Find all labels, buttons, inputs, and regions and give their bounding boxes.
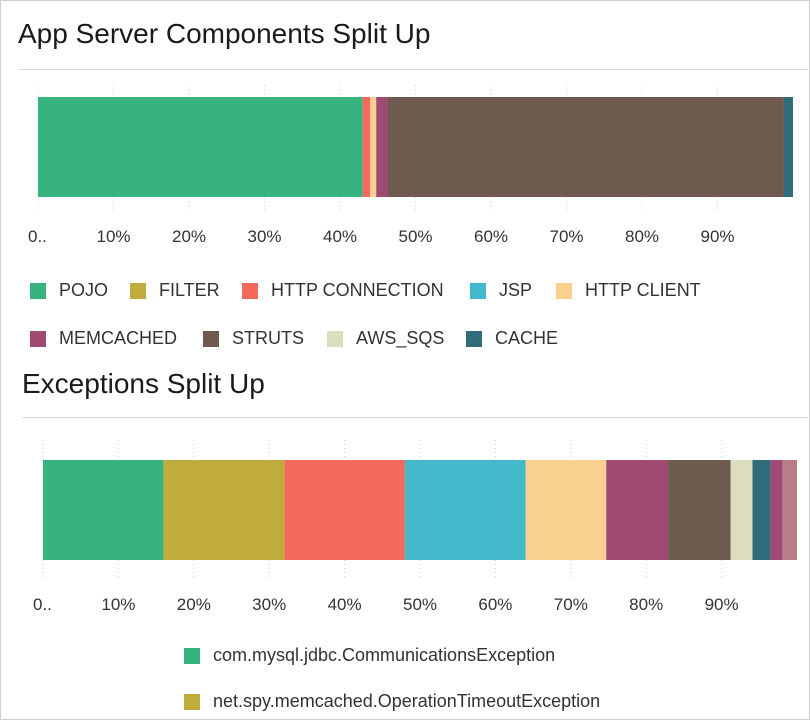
legend-swatch	[242, 282, 258, 299]
exceptions-title-divider	[22, 417, 808, 418]
legend-label: FILTER	[159, 280, 220, 300]
x-tick-label: 10%	[101, 595, 135, 614]
x-tick-label: 20%	[177, 595, 211, 614]
x-tick-label: 30%	[252, 595, 286, 614]
x-tick-label: 80%	[625, 227, 659, 246]
legend-swatch	[327, 330, 343, 347]
x-tick-label: 0..	[33, 595, 52, 614]
legend-label: HTTP CONNECTION	[271, 280, 444, 300]
legend-swatch	[30, 282, 46, 299]
bar-segment[interactable]	[770, 460, 783, 560]
legend-label: net.spy.memcached.OperationTimeoutExcept…	[213, 691, 601, 711]
x-tick-label: 70%	[554, 595, 588, 614]
x-tick-label: 90%	[705, 595, 739, 614]
bar-segment[interactable]	[387, 97, 784, 197]
x-tick-label: 50%	[403, 595, 437, 614]
legend-item[interactable]: JSP	[470, 280, 532, 301]
bar-segment[interactable]	[606, 460, 669, 560]
components-stacked-bar-chart: 0.. 10% 20% 30% 40% 50% 60% 70% 80% 90%	[28, 85, 793, 246]
exceptions-stacked-bar-chart: 0.. 10% 20% 30% 40% 50% 60% 70% 80% 90%	[33, 440, 797, 614]
legend-item[interactable]: HTTP CLIENT	[556, 280, 701, 301]
legend-swatch	[30, 330, 46, 347]
x-tick-label: 20%	[172, 227, 206, 246]
legend-label: HTTP CLIENT	[585, 280, 701, 300]
bar-segment[interactable]	[362, 97, 371, 197]
bar-segment[interactable]	[730, 460, 753, 560]
bar-segment[interactable]	[284, 460, 405, 560]
legend-item[interactable]: AWS_SQS	[327, 328, 444, 349]
legend-swatch	[184, 693, 200, 710]
x-tick-label: 70%	[549, 227, 583, 246]
bar-segment[interactable]	[43, 460, 164, 560]
legend-label: AWS_SQS	[356, 328, 445, 348]
x-tick-label: 40%	[328, 595, 362, 614]
bar-segment[interactable]	[404, 460, 526, 560]
bar-segment[interactable]	[525, 460, 607, 560]
bar-segment[interactable]	[782, 460, 797, 560]
legend-item[interactable]: com.mysql.jdbc.CommunicationsException	[184, 645, 555, 666]
exceptions-panel-title: Exceptions Split Up	[22, 368, 265, 399]
bar-segment[interactable]	[376, 97, 388, 197]
x-tick-label: 40%	[323, 227, 357, 246]
x-tick-label: 60%	[478, 595, 512, 614]
legend-item[interactable]: HTTP CONNECTION	[242, 280, 444, 301]
x-tick-label: 50%	[398, 227, 432, 246]
legend-label: POJO	[59, 280, 109, 300]
legend-item[interactable]: CACHE	[466, 328, 558, 349]
x-tick-label: 10%	[96, 227, 130, 246]
legend-item[interactable]: STRUTS	[203, 328, 304, 349]
x-tick-label: 60%	[474, 227, 508, 246]
legend-label: CACHE	[495, 328, 559, 348]
bar-segment[interactable]	[668, 460, 731, 560]
legend-swatch	[203, 330, 219, 347]
legend-label: com.mysql.jdbc.CommunicationsException	[213, 645, 556, 665]
legend-swatch	[466, 330, 482, 347]
legend-label: MEMCACHED	[59, 328, 178, 348]
legend-item[interactable]: POJO	[30, 280, 108, 301]
bar-segment[interactable]	[38, 97, 363, 197]
exceptions-legend: com.mysql.jdbc.CommunicationsException ne…	[0, 638, 810, 720]
legend-swatch	[184, 647, 200, 664]
legend-item[interactable]: FILTER	[130, 280, 220, 301]
x-tick-label: 90%	[700, 227, 734, 246]
legend-item[interactable]: MEMCACHED	[30, 328, 177, 349]
components-legend: POJO FILTER HTTP CONNECTION JSP HTTP CLIENT M…	[0, 275, 810, 355]
x-tick-label: 0..	[28, 227, 47, 246]
legend-label: STRUTS	[232, 328, 304, 348]
legend-item[interactable]: net.spy.memcached.OperationTimeoutExcept…	[184, 691, 600, 712]
x-tick-label: 80%	[629, 595, 663, 614]
legend-label: JSP	[499, 280, 533, 300]
legend-swatch	[556, 282, 572, 299]
x-tick-label: 30%	[247, 227, 281, 246]
components-title-divider	[18, 69, 808, 70]
legend-swatch	[470, 282, 486, 299]
legend-swatch	[130, 282, 146, 299]
bar-segment[interactable]	[783, 97, 793, 197]
bar-segment[interactable]	[370, 97, 377, 197]
components-panel-title: App Server Components Split Up	[18, 18, 431, 49]
bar-segment[interactable]	[163, 460, 285, 560]
bar-segment[interactable]	[752, 460, 771, 560]
